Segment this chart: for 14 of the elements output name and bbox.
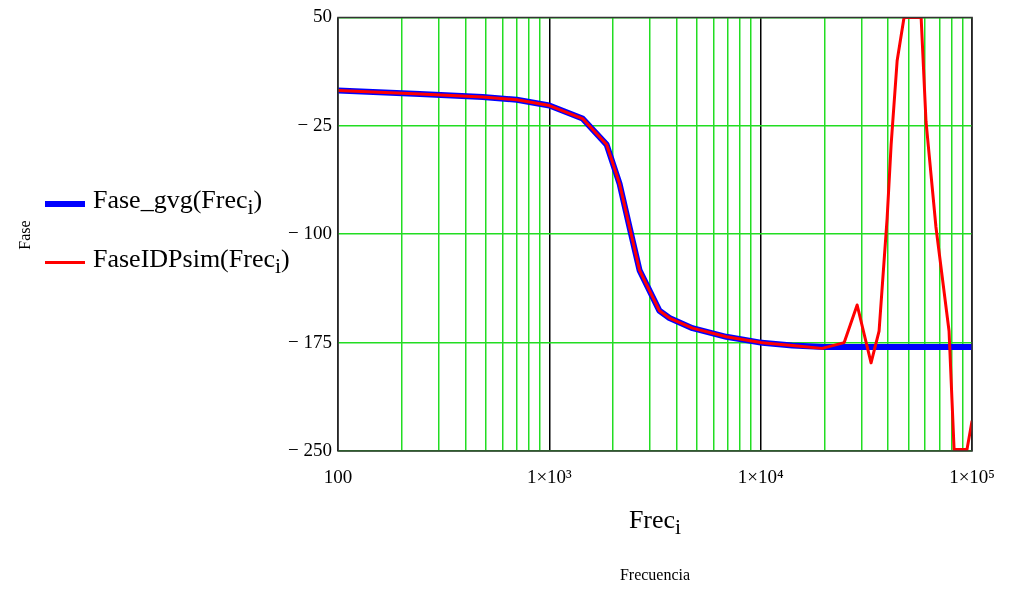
text: Fase bbox=[16, 220, 34, 250]
y-tick-label: − 100 bbox=[288, 222, 332, 244]
x-tick-label: 100 bbox=[323, 466, 353, 488]
legend-label: FaseIDPsim(Frec$_{i}$) bbox=[93, 244, 290, 281]
x-tick-label: 1×10⁵ bbox=[949, 466, 995, 488]
y-tick-label: 50 bbox=[313, 5, 332, 27]
y-tick-label: − 25 bbox=[297, 113, 332, 135]
x-axis-title: Frec$_{i}$ bbox=[628, 505, 682, 541]
text: Frecuencia bbox=[619, 566, 691, 584]
y-tick-label: − 250 bbox=[288, 438, 332, 460]
y-tick-label: − 175 bbox=[288, 330, 332, 352]
x-tick-label: 1×10⁴ bbox=[737, 466, 785, 488]
x-tick-label: 1×10³ bbox=[526, 466, 573, 488]
legend-label: Fase_gvg(Frec$_{i}$) bbox=[93, 185, 263, 222]
